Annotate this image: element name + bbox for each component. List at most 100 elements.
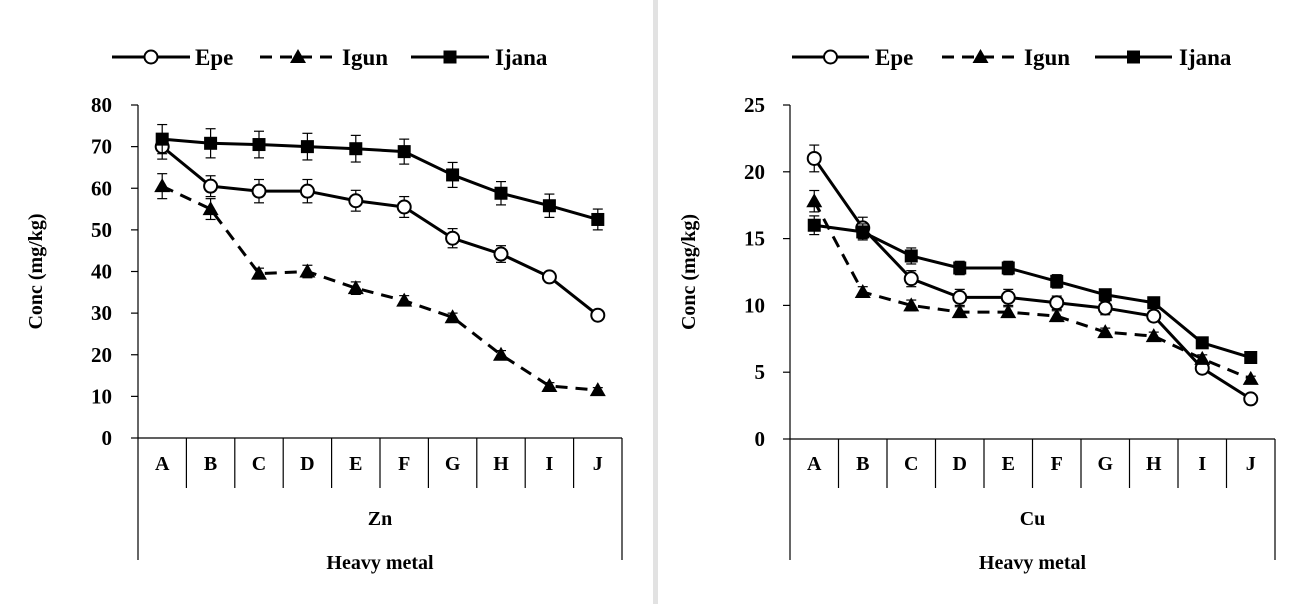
y-tick-label: 50 [91,218,112,242]
data-point [154,178,171,193]
legend-marker [972,49,989,63]
series-line [161,184,598,392]
x-tick-label: C [252,453,266,475]
data-point [1050,274,1064,288]
x-tick-label: E [1002,453,1015,475]
series-igun [154,173,606,397]
legend-label: Igun [342,45,388,70]
x-tick-label: F [1051,453,1063,475]
data-point [446,168,460,182]
y-tick-label: 10 [91,384,112,408]
y-tick-label: 30 [91,301,112,325]
legend-entry-ijana: Ijana [1095,45,1232,70]
data-point [1146,308,1162,324]
series-epe [154,133,606,323]
data-point [806,193,823,208]
data-point [1000,289,1016,305]
y-tick-label: 80 [91,93,112,117]
x-tick-label: G [445,453,461,475]
legend-label: Ijana [1179,45,1232,70]
data-point [1147,296,1161,310]
x-tick-label: E [349,453,362,475]
legend-label: Epe [195,45,233,70]
y-tick-label: 0 [102,426,113,450]
legend-marker [1127,50,1140,64]
data-point [952,289,968,305]
x-tick-label: J [593,453,603,475]
x-tick-label: I [1198,453,1206,475]
data-point [347,280,364,295]
data-point [953,261,967,275]
x-tick-label: D [953,453,967,475]
series-igun [806,189,1259,385]
data-point [251,183,267,199]
data-point [493,346,509,361]
data-point [542,199,556,213]
x-axis-title: Heavy metal [326,552,434,574]
data-point [1194,350,1211,365]
series-ijana [807,215,1258,365]
chart-panel-cu: Epe Igun Ijana 0 5 10 15 20 25 Conc (mg/kg) A B C D E F… [659,0,1295,604]
y-tick-label: 25 [744,93,765,117]
data-point [1097,300,1113,316]
y-tick-label: 20 [91,343,112,367]
data-point [348,193,364,209]
data-point [445,230,461,246]
data-point [396,199,412,215]
y-tick-label: 5 [755,360,766,384]
panel-divider [653,0,658,604]
data-point [541,377,558,392]
data-point [1098,288,1112,302]
data-point [591,212,605,226]
data-point [903,271,919,287]
x-tick-label: C [904,453,918,475]
data-point [494,186,508,200]
legend-entry-igun: Igun [942,45,1070,70]
x-tick-label: B [856,453,869,475]
y-tick-label: 0 [755,427,766,451]
series-line [162,137,599,221]
data-point [300,140,314,154]
legend-label: Epe [875,45,913,70]
legend-marker [143,49,159,65]
data-point [951,304,968,319]
data-point [1195,336,1209,350]
data-point [1049,295,1065,311]
y-tick-label: 60 [91,176,112,200]
data-point [541,269,557,285]
x-axis-title: Heavy metal [979,552,1087,574]
data-point [299,183,315,199]
data-point [204,136,218,150]
data-point [444,309,461,324]
data-point [807,218,821,232]
chart-cu: Epe Igun Ijana 0 5 10 15 20 25 Conc (mg/kg) A B C D E F… [678,45,1276,574]
legend-entry-ijana: Ijana [411,45,548,70]
data-point [349,142,363,156]
y-axis-title: Conc (mg/kg) [678,214,700,330]
data-point [903,297,920,312]
data-point [904,249,918,263]
x-tick-label: I [546,453,554,475]
data-point [1048,308,1065,323]
data-point [1244,351,1258,365]
series-line [812,200,1252,381]
data-point [854,284,871,299]
x-tick-label: A [807,453,822,475]
legend-marker [290,49,306,63]
legend-label: Ijana [495,45,548,70]
x-tick-label: J [1246,453,1256,475]
x-tick-label: A [155,453,170,475]
data-point [856,225,870,239]
data-point [155,132,169,146]
data-point [493,246,509,262]
data-point [1001,261,1015,275]
y-tick-label: 70 [91,135,112,159]
x-group-label: Cu [1020,508,1046,530]
x-tick-label: D [300,453,314,475]
data-point [252,138,266,152]
series-line [813,157,1252,401]
data-point [1097,324,1114,339]
y-tick-label: 10 [744,293,765,317]
series-ijana [155,123,605,231]
data-point [397,145,411,159]
